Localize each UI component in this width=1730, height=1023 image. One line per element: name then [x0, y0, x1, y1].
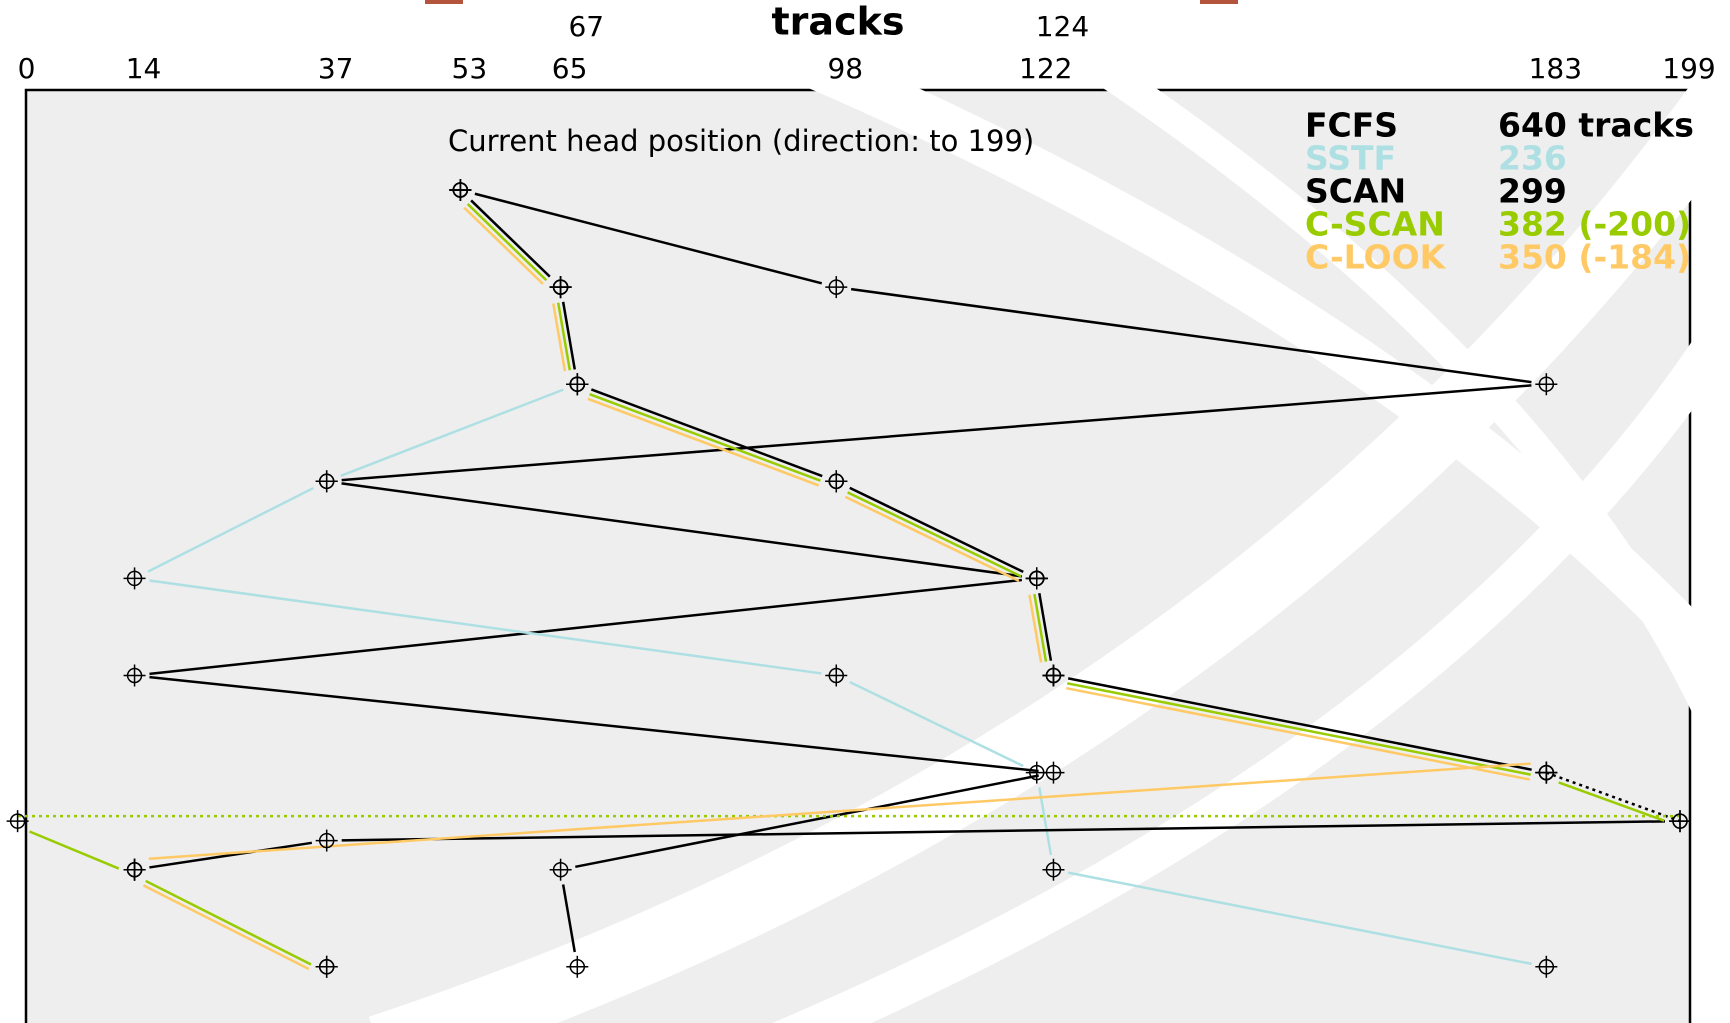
point-marker [123, 858, 146, 881]
line-segment [148, 762, 1531, 860]
line-segment [1038, 787, 1053, 856]
line-segment [587, 397, 820, 487]
point-marker [315, 470, 338, 493]
series-1 [147, 199, 1532, 966]
point-marker [1535, 373, 1558, 396]
x-tick-label: 37 [318, 52, 354, 85]
arc [368, 69, 1730, 1023]
point-marker [825, 470, 848, 493]
x-tick-label: 122 [1019, 52, 1072, 85]
line-segment [1558, 781, 1665, 822]
legend-name: C-SCAN [1305, 205, 1445, 244]
chart-title: tracks [772, 0, 905, 44]
line-segment [145, 879, 312, 966]
x-tick-label: 14 [126, 52, 162, 85]
point-marker [449, 179, 472, 201]
line-segment [149, 579, 822, 675]
point-marker [566, 955, 589, 978]
line-segment [1028, 594, 1043, 663]
point-marker [315, 955, 338, 978]
line-segment [149, 578, 1022, 676]
point-marker [6, 810, 29, 833]
point-marker [1042, 664, 1065, 687]
line-segment [474, 192, 823, 285]
point-marker [1669, 810, 1691, 833]
legend-total: 236 [1498, 139, 1567, 178]
line-segment [149, 675, 1039, 773]
legend-name: SCAN [1305, 172, 1406, 211]
x-tick-label: 199 [1662, 52, 1715, 85]
line-segment [1066, 682, 1531, 776]
series-3 [17, 203, 1680, 966]
line-segment [847, 491, 1022, 578]
line-segment [561, 884, 576, 953]
line-segment [341, 820, 1666, 842]
x-tick-label: 67 [568, 10, 604, 43]
arc [964, 0, 1730, 766]
point-marker [1025, 567, 1048, 590]
point-marker [549, 858, 572, 881]
legend-total: 640 tracks [1498, 106, 1694, 145]
line-segment [470, 199, 551, 278]
point-marker [825, 276, 848, 299]
point-marker [566, 373, 589, 396]
legend-total: 299 [1498, 172, 1567, 211]
line-segment [463, 206, 544, 285]
annotation: Current head position (direction: to 199… [448, 124, 1034, 158]
x-tick-label: 53 [452, 52, 488, 85]
line-segment [1033, 593, 1048, 662]
line-segment [552, 303, 567, 372]
line-segment [849, 486, 1024, 573]
line-segment [149, 841, 313, 869]
point-marker [1535, 955, 1558, 978]
legend-name: SSTF [1305, 139, 1396, 178]
x-tick-label: 183 [1529, 52, 1582, 85]
line-segment [575, 774, 1039, 869]
line-segment [1067, 677, 1532, 771]
x-tick-label: 0 [18, 52, 36, 85]
point-marker [1025, 761, 1048, 784]
legend-name: FCFS [1305, 106, 1398, 145]
decoration [368, 0, 1730, 1023]
line-segment [340, 388, 564, 478]
line-segment [466, 203, 548, 282]
line-segment [1066, 686, 1530, 781]
line-segment [589, 392, 821, 482]
arc [772, 309, 1730, 1023]
line-segment [556, 302, 572, 371]
point-marker [1042, 858, 1065, 881]
x-tick-label: 65 [552, 52, 588, 85]
line-segment [561, 301, 576, 370]
decoration-mark [1200, 0, 1238, 4]
line-segment [29, 830, 120, 870]
line-segment [1038, 592, 1053, 661]
line-segment [1067, 871, 1532, 966]
series-2 [149, 199, 1681, 869]
series-4 [142, 206, 1531, 971]
point-marker [825, 664, 848, 687]
line-segment [590, 388, 823, 478]
x-tick-label: 98 [827, 52, 863, 85]
dotted-segment [1545, 771, 1681, 823]
series-0 [149, 192, 1532, 953]
legend-total: 382 (-200) [1498, 205, 1691, 244]
point-marker [315, 829, 338, 852]
legend-name: C-LOOK [1305, 238, 1447, 277]
line-segment [147, 486, 314, 573]
point-marker [123, 567, 146, 590]
point-marker [1535, 761, 1558, 784]
line-segment [844, 495, 1020, 582]
line-segment [341, 384, 1532, 482]
point-marker [549, 276, 572, 299]
line-segment [341, 482, 1023, 578]
line-segment [850, 287, 1532, 384]
line-segment [849, 680, 1024, 768]
point-marker [123, 664, 146, 687]
line-segment [142, 884, 310, 971]
legend-total: 350 (-184) [1498, 238, 1691, 277]
x-tick-label: 124 [1036, 10, 1089, 43]
decoration-mark [425, 0, 463, 4]
